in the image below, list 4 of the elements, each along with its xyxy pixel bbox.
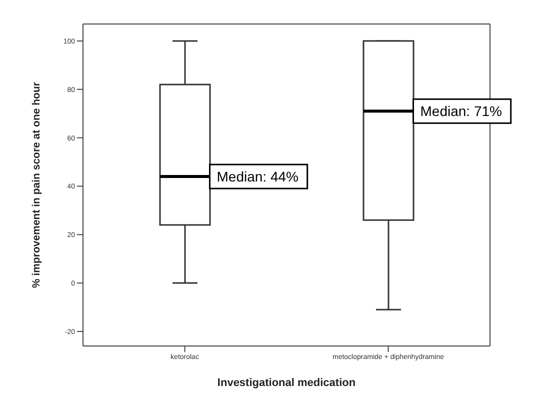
annotation: Median: 71% xyxy=(420,103,502,120)
x-axis-title: Investigational medication xyxy=(217,377,356,389)
annotation: Median: 44% xyxy=(216,168,298,185)
y-axis-title: % improvement in pain score at one hour xyxy=(30,82,43,288)
